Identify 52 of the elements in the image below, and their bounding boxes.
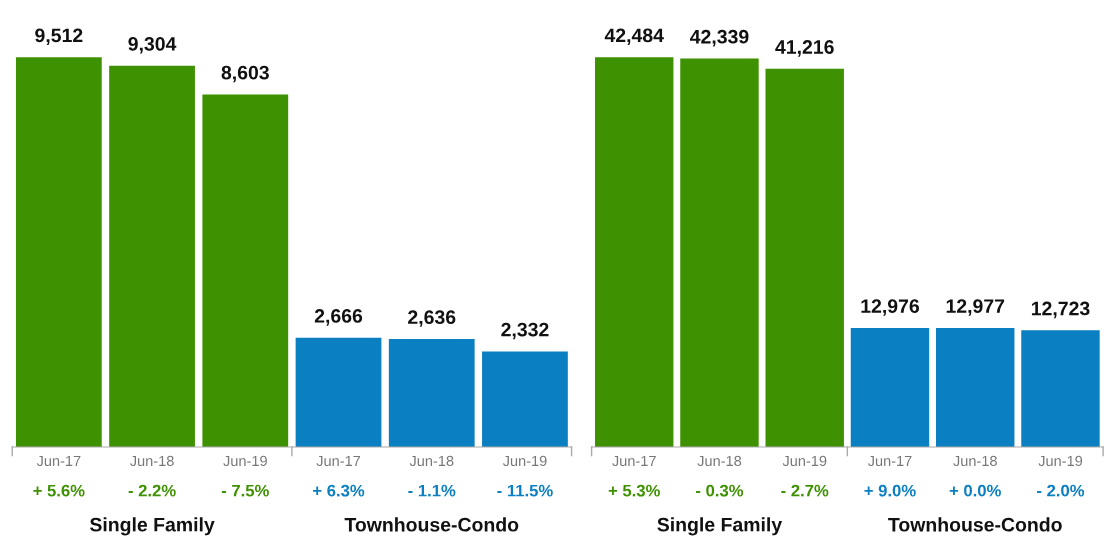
x-tick-label: Jun-17 xyxy=(867,455,912,467)
bar xyxy=(1021,330,1100,448)
text: + 5.3% xyxy=(608,484,660,497)
x-tick-label: Jun-19 xyxy=(223,455,267,467)
bar xyxy=(388,339,475,448)
text: + 5.6% xyxy=(33,484,85,497)
data-label: 42,484 xyxy=(604,28,664,46)
bar xyxy=(295,337,382,448)
text: Single Family xyxy=(89,517,215,536)
x-tick-label: Jun-17 xyxy=(36,455,81,467)
data-label: 41,216 xyxy=(775,40,834,57)
data-label: 9,512 xyxy=(35,28,83,46)
data-label: 2,332 xyxy=(501,322,549,340)
x-tick-label: Jun-17 xyxy=(316,455,361,467)
data-label: 9,304 xyxy=(128,37,177,54)
x-tick-label: Jun-18 xyxy=(409,455,454,467)
text: + 6.3% xyxy=(313,484,365,497)
bar xyxy=(936,327,1015,448)
x-tick-label: Jun-19 xyxy=(502,455,547,467)
bar xyxy=(594,57,674,448)
x-tick-label: Jun-17 xyxy=(612,455,656,467)
bar xyxy=(202,94,289,448)
text: + 0.0% xyxy=(949,484,1001,497)
bar xyxy=(680,58,759,448)
x-tick-label: Jun-18 xyxy=(953,455,997,467)
data-label: 12,723 xyxy=(1031,301,1090,319)
x-tick-label: Jun-19 xyxy=(1038,455,1083,467)
data-label: 42,339 xyxy=(690,29,749,47)
x-tick-label: Jun-19 xyxy=(782,455,827,467)
bar xyxy=(15,57,102,448)
text: Single Family xyxy=(657,517,783,536)
text: - 2.0% xyxy=(1037,484,1085,497)
data-label: 8,603 xyxy=(221,65,269,83)
x-tick-label: Jun-18 xyxy=(697,455,742,467)
data-label: 2,636 xyxy=(408,310,456,327)
text: - 11.5% xyxy=(497,484,553,497)
text: - 0.3% xyxy=(696,484,744,497)
text: - 1.1% xyxy=(408,484,456,497)
text: - 7.5% xyxy=(221,484,269,497)
text: - 2.2% xyxy=(128,484,176,497)
text: + 9.0% xyxy=(864,484,916,497)
data-label: 12,976 xyxy=(861,299,920,316)
bar xyxy=(765,68,844,448)
bar xyxy=(850,327,930,448)
bar xyxy=(482,351,568,448)
x-tick-label: Jun-18 xyxy=(130,455,174,467)
text: Townhouse-Condo xyxy=(344,517,519,532)
text: - 2.7% xyxy=(781,484,829,497)
data-label: 2,666 xyxy=(314,309,363,326)
text: Townhouse-Condo xyxy=(888,517,1062,532)
data-label: 12,977 xyxy=(946,299,1005,316)
bar xyxy=(109,65,195,448)
